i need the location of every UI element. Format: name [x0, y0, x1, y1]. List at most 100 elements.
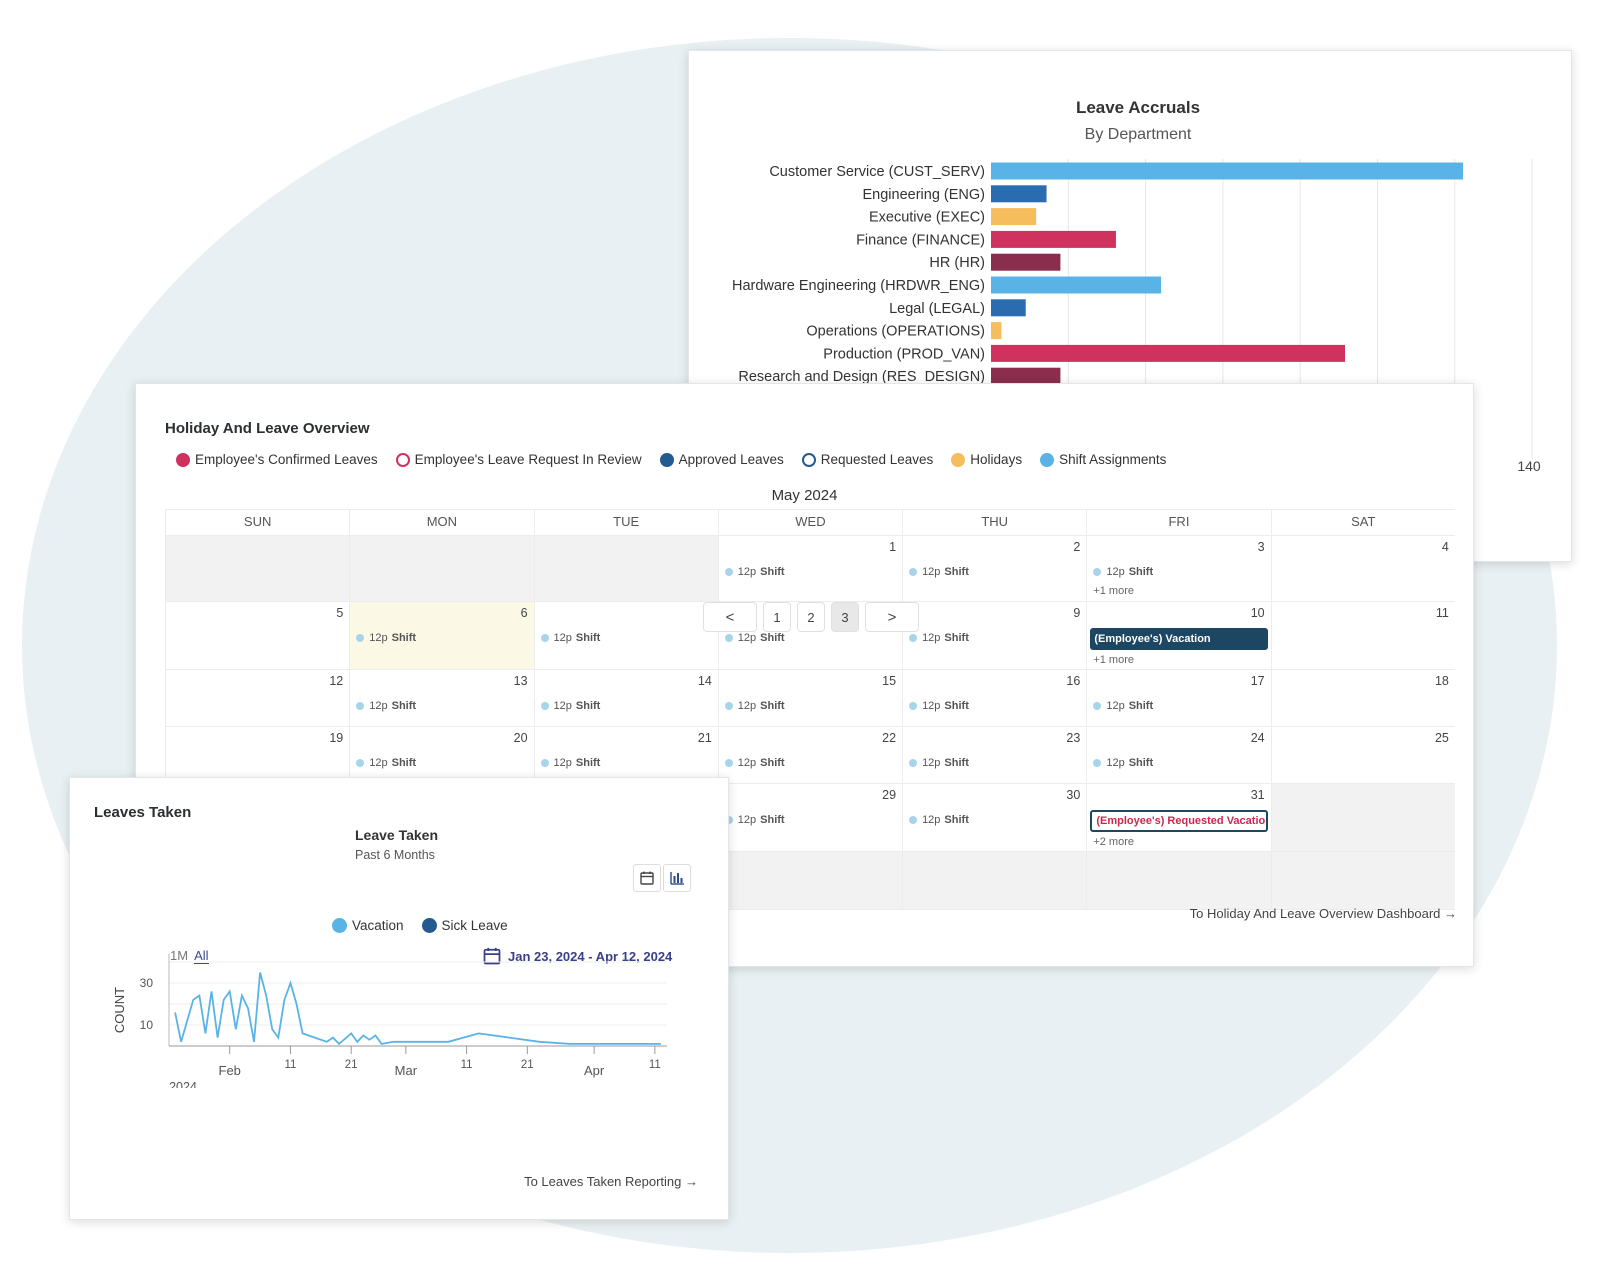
- shift-time: 12p: [737, 814, 757, 826]
- shift-event[interactable]: 12p Shift: [356, 757, 416, 769]
- pager-page-button[interactable]: 1: [763, 602, 791, 632]
- shift-dot-icon: [540, 759, 549, 767]
- legend-item: Approved Leaves: [659, 452, 784, 467]
- shift-event[interactable]: 12p Shift: [909, 814, 969, 826]
- shift-dot-icon: [724, 634, 733, 642]
- pager-page-button[interactable]: 2: [797, 602, 825, 632]
- calendar-day-cell[interactable]: 2 12p Shift: [902, 536, 1086, 601]
- calendar-day-cell[interactable]: 4: [1270, 536, 1455, 601]
- calendar-day-cell[interactable]: 30 12p Shift: [902, 784, 1086, 851]
- calendar-day-cell[interactable]: 15 12p Shift: [717, 670, 902, 726]
- calendar-icon: [640, 871, 654, 885]
- calendar-day-cell[interactable]: 29 12p Shift: [717, 784, 902, 851]
- shift-event[interactable]: 12p Shift: [724, 757, 785, 769]
- calendar-day-cell[interactable]: 16 12p Shift: [902, 670, 1086, 726]
- pager-page-button[interactable]: 3: [831, 602, 859, 632]
- calendar-day-cell[interactable]: 10 (Employee's) Vacation +1 more: [1086, 602, 1270, 669]
- shift-event[interactable]: 12p Shift: [1093, 757, 1153, 769]
- shift-dot-icon: [909, 759, 918, 767]
- legend-item[interactable]: Sick Leave: [421, 918, 508, 933]
- calendar-day-cell[interactable]: 5: [165, 602, 349, 669]
- shift-label: Shift: [575, 632, 601, 644]
- pager-prev-button[interactable]: <: [703, 602, 757, 632]
- calendar-day-cell[interactable]: [533, 536, 718, 601]
- calendar-day-cell[interactable]: 21 12p Shift: [533, 727, 718, 783]
- shift-event[interactable]: 12p Shift: [356, 700, 416, 712]
- shift-event[interactable]: 12p Shift: [909, 700, 969, 712]
- calendar-day-cell[interactable]: 22 12p Shift: [717, 727, 902, 783]
- legend-dot-icon: [659, 452, 674, 467]
- legend-item[interactable]: Vacation: [332, 918, 404, 933]
- approved-vacation-event[interactable]: (Employee's) Vacation: [1090, 628, 1268, 650]
- shift-dot-icon: [909, 702, 918, 710]
- calendar-icon-button[interactable]: [633, 864, 661, 892]
- range-button-1m[interactable]: 1M: [170, 948, 189, 963]
- calendar-day-cell[interactable]: 13 12p Shift: [349, 670, 533, 726]
- calendar-day-cell[interactable]: 18: [1270, 670, 1455, 726]
- pager-next-button[interactable]: >: [865, 602, 919, 632]
- shift-event[interactable]: 12p Shift: [724, 566, 785, 578]
- calendar-day-cell[interactable]: 31 (Employee's) Requested Vacation +2 more: [1086, 784, 1270, 851]
- shift-event[interactable]: 12p Shift: [909, 757, 969, 769]
- calendar-day-cell[interactable]: 23 12p Shift: [902, 727, 1086, 783]
- calendar-day-cell[interactable]: 12p Shift: [717, 602, 902, 669]
- category-label: Production (PROD_VAN): [823, 346, 985, 362]
- calendar-day-cell[interactable]: [165, 536, 350, 601]
- leaves-report-link[interactable]: To Leaves Taken Reporting →: [524, 1174, 698, 1189]
- calendar-day-cell[interactable]: [349, 536, 534, 601]
- shift-time: 12p: [922, 566, 941, 578]
- calendar-day-cell[interactable]: 12p Shift: [533, 602, 718, 669]
- shift-event[interactable]: 12p Shift: [1093, 566, 1153, 578]
- shift-time: 12p: [922, 757, 941, 769]
- range-button-all[interactable]: All: [194, 948, 209, 964]
- requested-vacation-event[interactable]: (Employee's) Requested Vacation: [1090, 810, 1268, 832]
- shift-event[interactable]: 12p Shift: [356, 632, 416, 644]
- shift-label: Shift: [760, 814, 785, 826]
- shift-event[interactable]: 12p Shift: [540, 632, 601, 644]
- bar: [991, 230, 1116, 248]
- shift-event[interactable]: 12p Shift: [540, 700, 600, 712]
- shift-event[interactable]: 12p Shift: [909, 566, 969, 578]
- shift-event[interactable]: 12p Shift: [724, 632, 785, 644]
- calendar-day-cell[interactable]: [902, 852, 1087, 909]
- shift-event[interactable]: 12p Shift: [540, 757, 600, 769]
- overview-dashboard-link[interactable]: To Holiday And Leave Overview Dashboard …: [1189, 906, 1457, 921]
- shift-event[interactable]: 12p Shift: [724, 814, 785, 826]
- day-number: 13: [513, 674, 528, 688]
- calendar-day-cell[interactable]: [1270, 852, 1455, 909]
- calendar-day-cell[interactable]: 3 12p Shift +1 more: [1086, 536, 1270, 601]
- shift-label: Shift: [1128, 757, 1154, 769]
- date-range-picker[interactable]: Jan 23, 2024 - Apr 12, 2024: [482, 946, 672, 966]
- calendar-day-cell[interactable]: 9 12p Shift: [902, 602, 1086, 669]
- calendar-day-cell[interactable]: 20 12p Shift: [349, 727, 533, 783]
- calendar-day-cell[interactable]: 12: [165, 670, 349, 726]
- leaves-legend: Vacation Sick Leave: [332, 918, 526, 933]
- x-tick-label: 11: [461, 1059, 473, 1071]
- calendar-day-cell[interactable]: 6 12p Shift: [349, 602, 534, 669]
- calendar-day-cell[interactable]: 14 12p Shift: [533, 670, 718, 726]
- shift-event[interactable]: 12p Shift: [1093, 700, 1153, 712]
- calendar-day-cell[interactable]: [717, 852, 903, 909]
- calendar-day-cell[interactable]: 17 12p Shift: [1086, 670, 1270, 726]
- calendar-day-cell[interactable]: 25: [1270, 727, 1455, 783]
- shift-event[interactable]: 12p Shift: [909, 632, 969, 644]
- chart-subtitle: Past 6 Months: [355, 848, 435, 862]
- bar-chart-icon-button[interactable]: [663, 864, 691, 892]
- calendar-day-cell[interactable]: 11: [1270, 602, 1455, 669]
- bar: [991, 162, 1464, 180]
- day-number: 17: [1250, 674, 1265, 688]
- more-events-link[interactable]: +2 more: [1093, 836, 1134, 848]
- category-label: Hardware Engineering (HRDWR_ENG): [732, 278, 985, 294]
- calendar-day-cell[interactable]: 24 12p Shift: [1086, 727, 1270, 783]
- shift-event[interactable]: 12p Shift: [724, 700, 785, 712]
- calendar-day-cell[interactable]: [1270, 784, 1455, 851]
- calendar-day-cell[interactable]: 1 12p Shift: [717, 536, 902, 601]
- y-tick-label: 10: [140, 1018, 154, 1032]
- calendar-day-cell[interactable]: [1086, 852, 1271, 909]
- calendar-day-cell[interactable]: 19: [165, 727, 349, 783]
- more-events-link[interactable]: +1 more: [1093, 654, 1134, 666]
- x-tick-label: Feb: [219, 1063, 241, 1078]
- more-events-link[interactable]: +1 more: [1093, 585, 1134, 597]
- day-number: 25: [1434, 731, 1449, 745]
- day-number: 6: [520, 606, 528, 620]
